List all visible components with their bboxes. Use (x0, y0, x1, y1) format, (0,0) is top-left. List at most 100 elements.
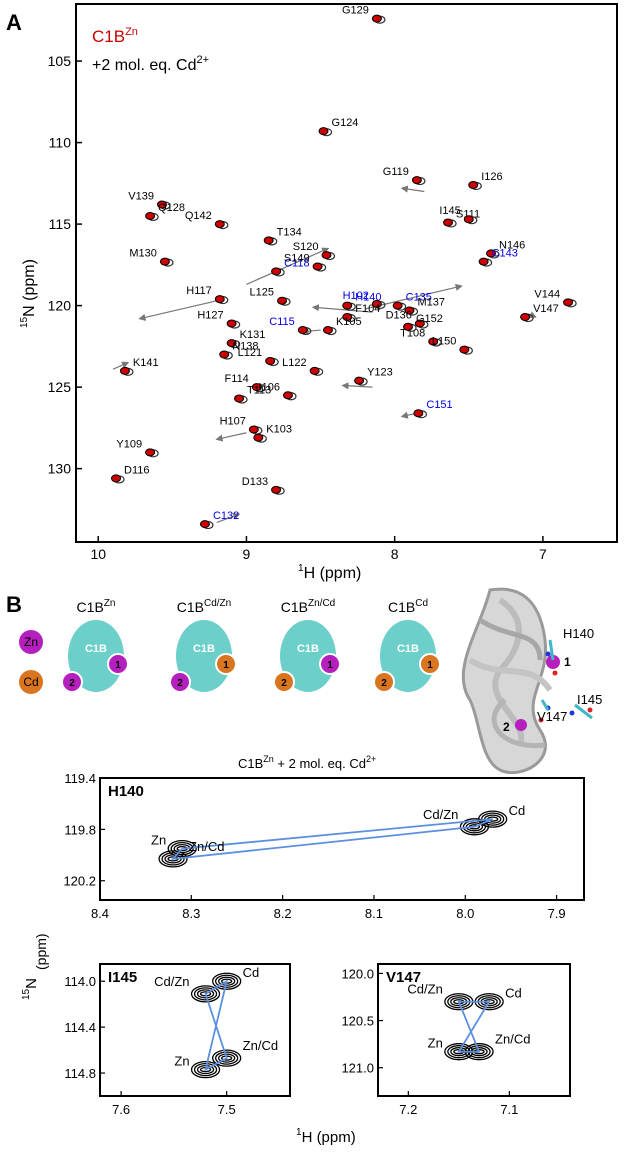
peak-zn-contour (371, 299, 382, 308)
contour (196, 989, 215, 999)
state-link (457, 1000, 491, 1053)
inset-title: H140 (108, 783, 144, 800)
state-label: Zn/Cd (189, 839, 224, 854)
state-label: Cd (509, 803, 526, 818)
shift-arrow (216, 512, 241, 523)
site-1-number: 1 (115, 660, 121, 671)
peak-label: D136 (386, 310, 412, 322)
contour (481, 812, 505, 826)
x-tick-label: 7.2 (399, 1102, 417, 1117)
contour (167, 839, 197, 858)
y-tick-label: 120 (48, 298, 72, 314)
contour (196, 1064, 215, 1075)
peak-label: V144 (534, 288, 560, 300)
y-tick-label: 121.0 (341, 1061, 374, 1076)
peak-zn-contour (226, 319, 237, 328)
state-label: Zn/Cd (495, 1032, 530, 1047)
peak-label: T108 (400, 327, 425, 339)
peak: C143 (478, 248, 518, 267)
contour (478, 810, 508, 828)
inset-v147: V147 7.2 7.1 120.0 120.5 121.0 Cd/Zn Cd Zn Zn/Cd (341, 966, 530, 1117)
contour (218, 1053, 236, 1063)
shift-arrow (138, 298, 225, 321)
peak: G124 (318, 117, 358, 137)
peak-label: D116 (124, 464, 149, 476)
peak-label: L121 (238, 347, 262, 359)
spectrum-xlabel: 1H (ppm) (298, 563, 361, 582)
contour (218, 976, 236, 986)
site-1-number: 1 (327, 660, 333, 671)
peak-label: K131 (240, 329, 266, 341)
peak-label: Q142 (185, 210, 212, 222)
peak: G119 (383, 166, 426, 186)
peak: G129 (342, 5, 386, 24)
peak: C118 (271, 257, 310, 277)
peak-label: L150 (432, 336, 456, 348)
peak-zn-contour (145, 448, 156, 457)
peak-label: G129 (342, 5, 369, 17)
x-tick-label: 9 (243, 546, 251, 562)
peak: K141 (119, 357, 159, 376)
state-label: Zn/Cd (243, 1038, 278, 1053)
peak: K103 (253, 424, 292, 443)
contour (158, 850, 188, 868)
peak-zn-contour (486, 249, 497, 258)
c1b-domain (380, 620, 436, 692)
peak-zn-contour (309, 366, 320, 375)
peak-label: V147 (533, 303, 559, 315)
peak: D116 (111, 464, 150, 484)
peak-zn-contour (411, 176, 422, 185)
peak: M137 (404, 296, 445, 316)
state-diagram: C1BZn C1B 1 2 (61, 598, 129, 693)
peak-label: C151 (426, 399, 452, 411)
shift-arrow (215, 432, 247, 442)
peak-label: C135 (406, 292, 432, 304)
site-2-number: 2 (177, 678, 183, 689)
x-tick-label: 8.0 (456, 906, 474, 921)
peak-label: G152 (416, 313, 443, 325)
peak: H107 (220, 416, 263, 435)
v147-inset-frame (377, 963, 571, 1097)
peak: L150 (432, 336, 473, 355)
shift-arrow (311, 304, 373, 313)
peak: V147 (520, 303, 559, 323)
x-tick-label: 8.4 (91, 906, 109, 921)
peak: Q142 (185, 210, 229, 230)
site-2 (273, 671, 295, 693)
peak-zn-contour (111, 474, 122, 483)
contour (212, 972, 242, 990)
peak-zn-contour (271, 267, 282, 276)
site-1-number: 1 (223, 660, 229, 671)
y-tick-label: 120.0 (341, 966, 374, 981)
peak-zn-contour (219, 350, 230, 359)
state-name: C1BCd/Zn (177, 598, 231, 615)
peak-label: K141 (133, 357, 159, 369)
binding-scheme: Zn Cd C1BZnC1B12C1BCd/ZnC1B12C1BZn/CdC1B… (19, 598, 441, 694)
y-tick-label: 114.0 (64, 974, 96, 989)
peak: C115 (269, 316, 312, 336)
site-2-number: 2 (69, 678, 75, 689)
panel-a-label: A (6, 10, 22, 35)
spectrum-subtitle: +2 mol. eq. Cd2+ (92, 54, 209, 74)
h140-inset-frame (99, 777, 585, 901)
site-1 (215, 653, 237, 675)
c1b-domain (176, 620, 232, 692)
peak: Q128 (145, 202, 185, 222)
contour (193, 1062, 218, 1077)
peak-zn-contour (428, 337, 439, 346)
peak-label: M130 (129, 248, 157, 260)
x-tick-label: 8.2 (274, 906, 292, 921)
state-name: C1BZn (77, 598, 116, 615)
peak-zn-contour (265, 357, 276, 366)
y-tick-label: 120.2 (63, 874, 96, 889)
inset-spectra: H140 8.4 8.3 8.2 8.1 8.0 7.9 119.4 119.8 120.2 Zn Z… (63, 771, 565, 1117)
x-tick-label: 7.1 (500, 1102, 518, 1117)
peak-zn-contour (468, 180, 479, 189)
peak-label: C115 (269, 316, 294, 328)
peak-label: Y109 (116, 438, 142, 450)
inset-ylabel-unit: (ppm) (33, 933, 49, 970)
state-label: Cd (505, 986, 522, 1001)
site-2 (169, 671, 191, 693)
